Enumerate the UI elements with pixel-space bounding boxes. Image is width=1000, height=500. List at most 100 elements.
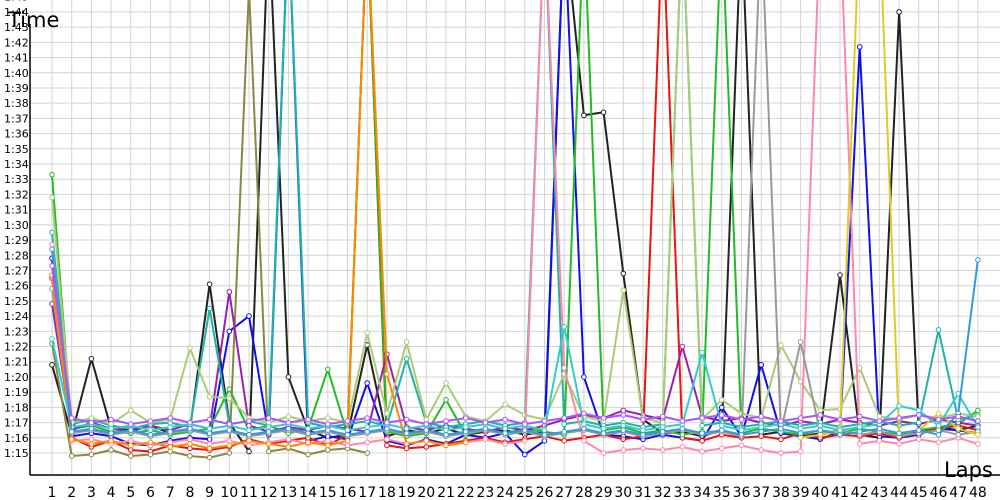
- series-10: [49, 0, 981, 440]
- y-tick-label: 1:27: [4, 264, 29, 277]
- data-point: [226, 395, 233, 402]
- data-point: [482, 436, 489, 443]
- y-axis-ticks: 1:15 1:16 1:17 1:18 1:19 1:20 1:21 1:22 1:23 1:24…: [4, 0, 29, 460]
- y-tick-label: 1:35: [4, 143, 29, 156]
- y-tick-label: 1:31: [4, 204, 29, 217]
- data-point: [581, 410, 587, 417]
- x-tick-label: 37: [752, 485, 770, 500]
- data-point: [285, 436, 292, 443]
- series-line: [51, 249, 979, 436]
- data-point: [246, 418, 252, 424]
- data-point: [955, 413, 962, 420]
- data-point: [975, 431, 981, 438]
- data-point: [620, 427, 627, 433]
- data-point: [935, 416, 942, 423]
- y-tick-label: 1:15: [4, 447, 29, 460]
- data-point: [581, 112, 587, 119]
- x-tick-label: 15: [319, 485, 337, 500]
- series-3: [49, 0, 981, 455]
- x-tick-label: 13: [279, 485, 297, 500]
- data-point: [305, 439, 311, 446]
- x-tick-label: 6: [146, 485, 155, 500]
- data-point: [620, 287, 627, 294]
- series-line: [51, 0, 466, 450]
- data-point: [502, 401, 508, 408]
- x-tick-label: 8: [185, 485, 194, 500]
- data-point: [265, 419, 272, 426]
- series-line: [51, 0, 979, 453]
- x-tick-label: 31: [634, 485, 652, 500]
- data-point: [955, 431, 962, 438]
- data-point: [502, 416, 508, 423]
- x-tick-label: 18: [378, 485, 396, 500]
- data-point: [916, 436, 922, 443]
- x-axis-title: Laps: [944, 458, 993, 482]
- series-line: [51, 325, 979, 432]
- data-point: [758, 424, 765, 430]
- y-tick-label: 1:18: [4, 401, 29, 414]
- data-point: [581, 438, 587, 444]
- data-point: [364, 330, 371, 336]
- data-point: [817, 422, 824, 429]
- x-tick-label: 20: [417, 485, 435, 500]
- y-tick-label: 1:29: [4, 234, 29, 247]
- data-point: [285, 425, 292, 432]
- series-15: [49, 263, 981, 427]
- x-tick-label: 7: [166, 485, 175, 500]
- data-point: [935, 439, 942, 446]
- data-point: [128, 453, 134, 459]
- data-point: [935, 326, 942, 333]
- y-tick-label: 1:37: [4, 112, 29, 125]
- data-point: [325, 438, 331, 444]
- data-point: [581, 421, 587, 427]
- data-point: [659, 447, 666, 453]
- series-line: [51, 0, 979, 426]
- x-tick-label: 11: [240, 485, 258, 500]
- data-point: [49, 263, 55, 269]
- x-tick-label: 47: [949, 485, 967, 500]
- x-tick-label: 33: [673, 485, 691, 500]
- data-point: [108, 425, 114, 432]
- data-point: [719, 412, 725, 418]
- data-point: [364, 439, 371, 446]
- data-point: [364, 424, 371, 430]
- data-point: [659, 413, 666, 420]
- data-point: [147, 427, 154, 433]
- data-point: [758, 433, 765, 440]
- data-point: [364, 450, 371, 456]
- data-point: [226, 442, 233, 449]
- data-point: [620, 407, 627, 414]
- data-point: [384, 436, 390, 443]
- x-tick-label: 19: [398, 485, 416, 500]
- data-point: [443, 427, 449, 433]
- data-point: [49, 171, 55, 178]
- data-point: [128, 438, 134, 444]
- x-tick-label: 12: [260, 485, 278, 500]
- data-point: [128, 421, 134, 427]
- data-point: [246, 427, 252, 433]
- data-point: [206, 416, 213, 423]
- data-point: [443, 396, 449, 403]
- data-point: [344, 431, 351, 438]
- x-tick-label: 27: [555, 485, 573, 500]
- data-point: [285, 413, 292, 420]
- data-point: [561, 428, 568, 435]
- data-point: [423, 438, 430, 444]
- data-point: [68, 415, 75, 421]
- data-point: [896, 430, 902, 437]
- data-point: [246, 448, 252, 455]
- data-point: [679, 431, 686, 438]
- data-point: [128, 407, 134, 414]
- data-point: [719, 427, 725, 433]
- data-point: [108, 447, 114, 453]
- data-point: [975, 407, 981, 414]
- data-point: [876, 418, 883, 424]
- series-9: [49, 0, 981, 456]
- data-point: [699, 415, 705, 421]
- data-point: [167, 444, 173, 450]
- y-tick-label: 1:45: [4, 0, 29, 4]
- data-point: [876, 413, 883, 420]
- data-point: [344, 438, 351, 444]
- x-tick-label: 36: [733, 485, 751, 500]
- x-tick-label: 46: [930, 485, 948, 500]
